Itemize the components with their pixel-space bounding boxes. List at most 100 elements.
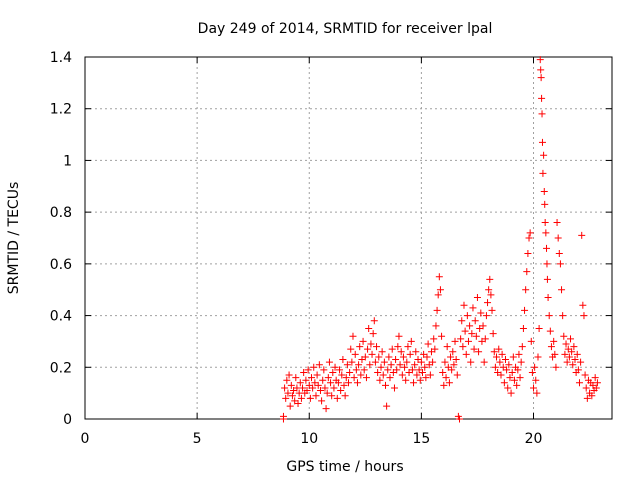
data-point <box>288 392 296 400</box>
data-point <box>367 340 375 348</box>
data-point <box>315 361 323 369</box>
data-point <box>459 343 467 351</box>
data-point <box>460 301 468 309</box>
data-point <box>561 350 569 358</box>
data-point <box>279 412 287 420</box>
data-point <box>517 358 525 366</box>
data-point <box>375 353 383 361</box>
data-point <box>489 330 497 338</box>
data-point <box>284 389 292 397</box>
data-point <box>528 368 536 376</box>
x-tick-label: 10 <box>300 431 318 447</box>
data-point <box>556 260 564 268</box>
data-point <box>540 151 548 159</box>
data-point <box>385 353 393 361</box>
data-point <box>327 379 335 387</box>
data-point <box>509 353 517 361</box>
data-point <box>552 363 560 371</box>
data-point <box>371 358 379 366</box>
x-tick-label: 15 <box>412 431 430 447</box>
axis-ticks: 0 5 10 15 20 0 0.2 0.4 0.6 0.8 1 1.2 1.4 <box>50 50 612 447</box>
data-point <box>430 335 438 343</box>
data-point <box>462 350 470 358</box>
data-point <box>340 381 348 389</box>
data-point <box>342 374 350 382</box>
data-point <box>516 374 524 382</box>
data-point <box>457 335 465 343</box>
data-point <box>477 309 485 317</box>
x-tick-label: 0 <box>81 431 90 447</box>
data-point <box>442 374 450 382</box>
data-point <box>592 384 600 392</box>
data-point <box>466 322 474 330</box>
y-tick-label: 0.2 <box>50 360 72 376</box>
data-point <box>331 363 339 371</box>
data-point <box>541 200 549 208</box>
data-point <box>565 353 573 361</box>
data-point <box>397 348 405 356</box>
data-point <box>423 353 431 361</box>
data-point <box>330 384 338 392</box>
data-point <box>538 94 546 102</box>
data-point <box>318 397 326 405</box>
data-point <box>579 301 587 309</box>
data-point <box>421 363 429 371</box>
grid-lines <box>85 57 612 419</box>
data-point <box>546 327 554 335</box>
data-point <box>426 371 434 379</box>
data-point <box>346 368 354 376</box>
data-point <box>458 317 466 325</box>
data-point <box>353 379 361 387</box>
data-point <box>306 394 314 402</box>
data-point <box>333 394 341 402</box>
data-point <box>543 244 551 252</box>
data-point <box>320 366 328 374</box>
data-point <box>303 387 311 395</box>
data-point <box>445 379 453 387</box>
data-point <box>392 356 400 364</box>
data-point <box>448 366 456 374</box>
data-point <box>323 389 331 397</box>
data-point <box>283 376 291 384</box>
data-point <box>324 374 332 382</box>
data-point <box>312 392 320 400</box>
data-point <box>281 384 289 392</box>
data-point <box>325 358 333 366</box>
data-point <box>364 345 372 353</box>
data-point <box>530 384 538 392</box>
data-point <box>463 312 471 320</box>
data-point <box>573 350 581 358</box>
data-point <box>538 138 546 146</box>
data-point <box>396 361 404 369</box>
data-point <box>541 218 549 226</box>
data-point <box>402 376 410 384</box>
data-point <box>438 332 446 340</box>
data-point <box>571 356 579 364</box>
data-point <box>388 345 396 353</box>
y-tick-label: 0.6 <box>50 257 72 273</box>
data-point <box>422 374 430 382</box>
x-axis-label: GPS time / hours <box>286 459 403 475</box>
data-point <box>554 234 562 242</box>
data-point <box>581 371 589 379</box>
data-point <box>377 363 385 371</box>
y-tick-label: 0 <box>63 412 72 428</box>
data-point <box>464 337 472 345</box>
data-point <box>384 366 392 374</box>
data-point <box>440 381 448 389</box>
data-point <box>304 366 312 374</box>
data-point <box>484 299 492 307</box>
data-point <box>329 368 337 376</box>
data-point <box>370 317 378 325</box>
data-point <box>456 415 464 423</box>
data-point <box>285 371 293 379</box>
data-point <box>450 361 458 369</box>
data-point <box>439 368 447 376</box>
data-point <box>404 343 412 351</box>
data-point <box>507 389 515 397</box>
data-point <box>551 350 559 358</box>
data-point <box>503 366 511 374</box>
data-point <box>349 332 357 340</box>
data-point <box>378 348 386 356</box>
data-point <box>307 374 315 382</box>
